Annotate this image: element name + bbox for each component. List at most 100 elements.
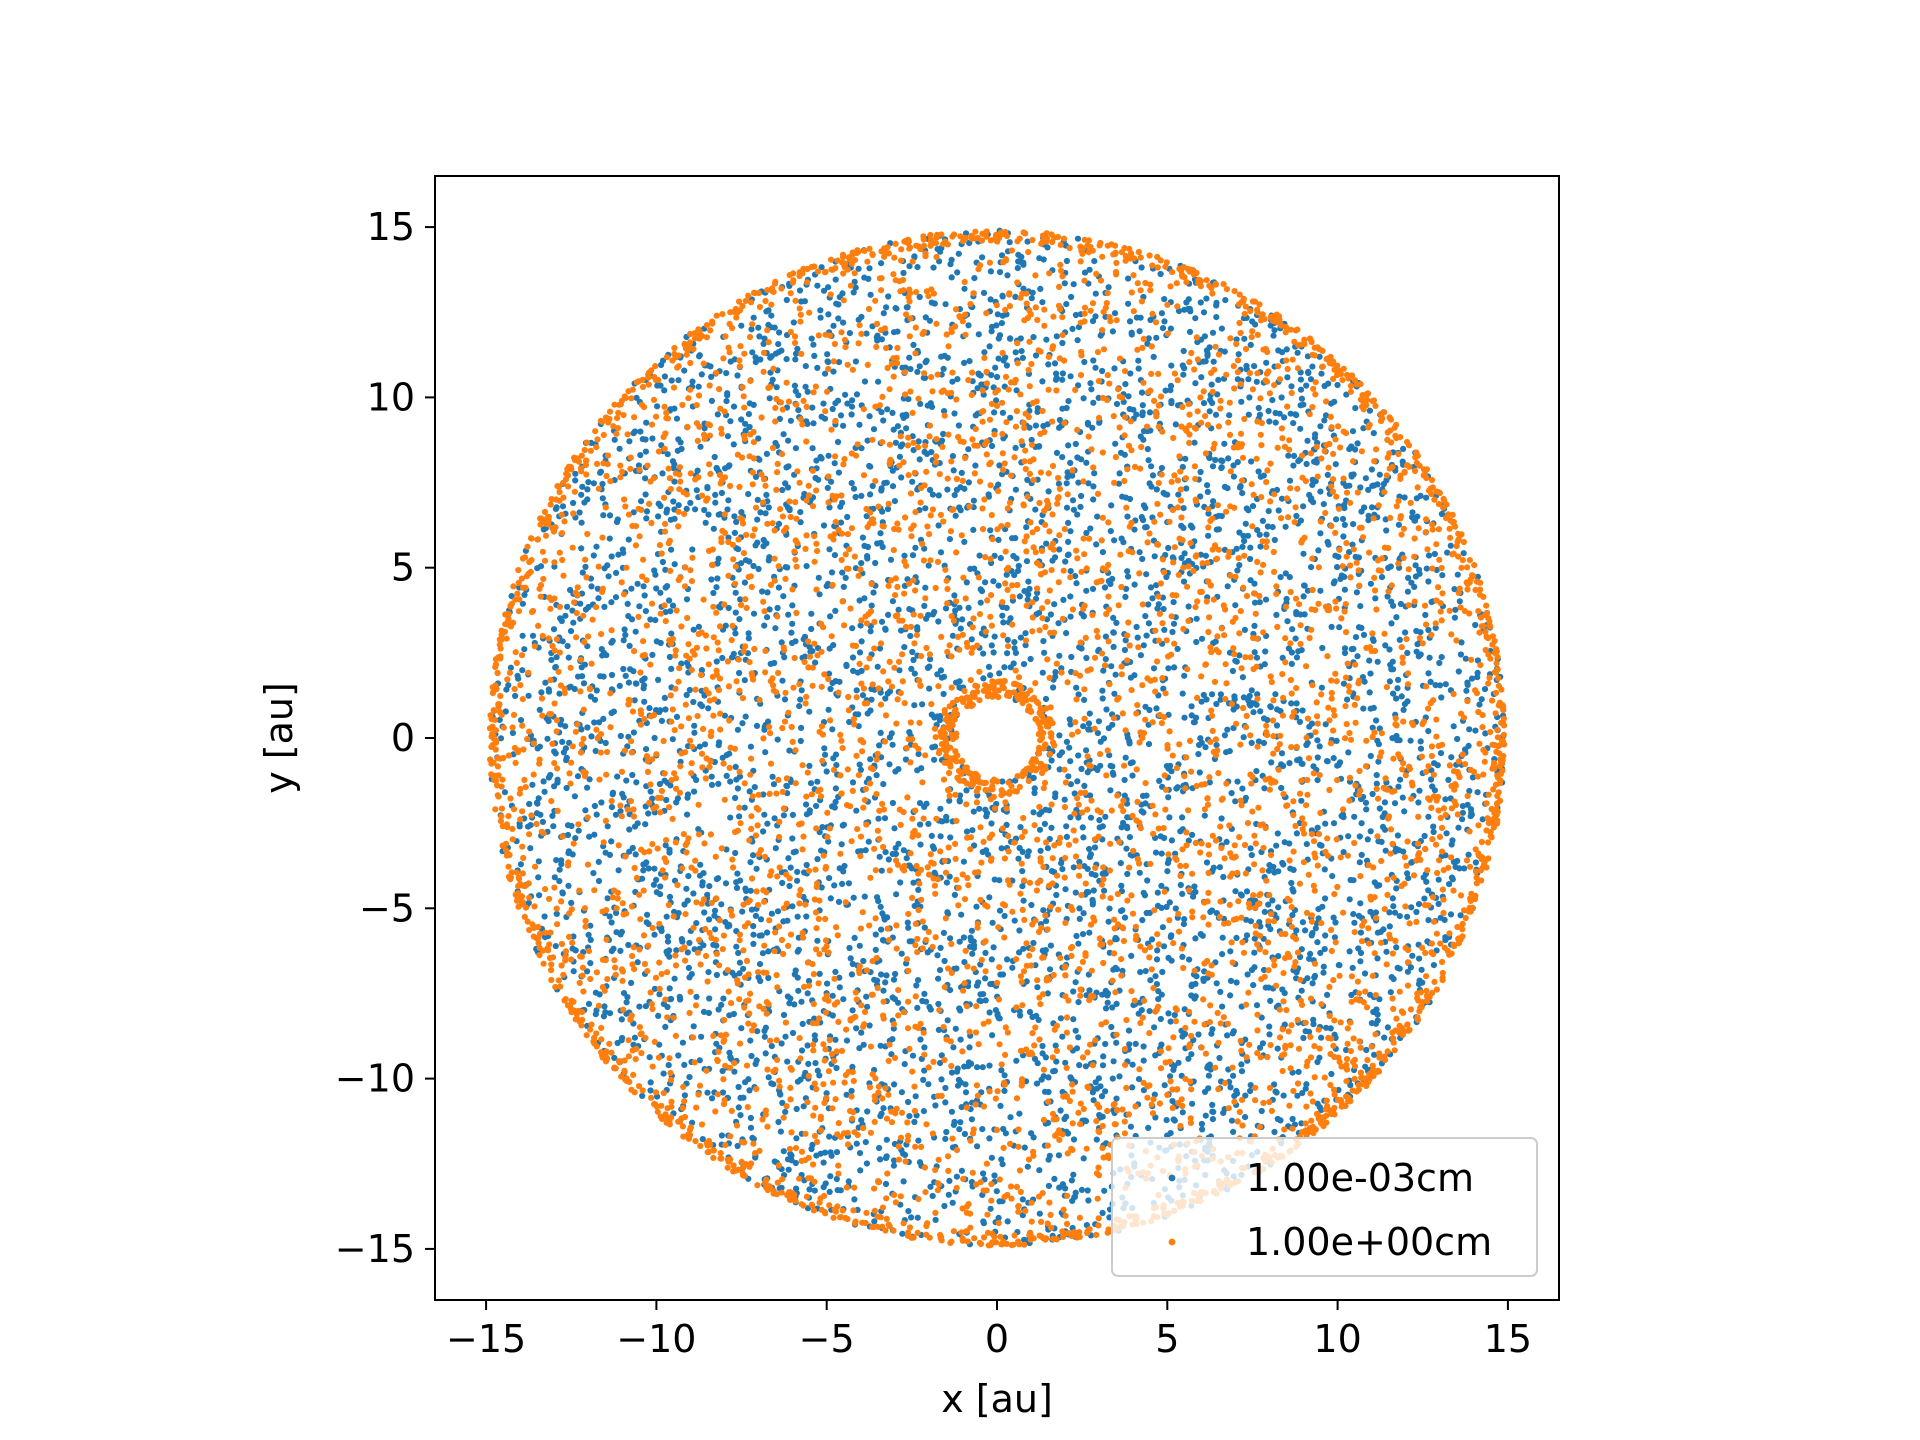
scatter-point	[1274, 830, 1281, 837]
scatter-point	[565, 654, 572, 661]
scatter-point	[1472, 859, 1479, 866]
scatter-point	[913, 982, 920, 989]
scatter-point	[606, 1010, 614, 1017]
scatter-point	[676, 993, 683, 1001]
scatter-point	[642, 821, 649, 828]
scatter-point	[608, 948, 615, 955]
scatter-point	[584, 486, 591, 493]
scatter-point	[850, 667, 857, 675]
scatter-point	[1306, 1028, 1313, 1035]
scatter-point	[1076, 1062, 1083, 1069]
scatter-point	[558, 861, 565, 868]
scatter-point	[624, 600, 631, 608]
scatter-point	[686, 1074, 693, 1081]
scatter-point	[602, 1009, 609, 1016]
scatter-point	[1060, 596, 1067, 604]
scatter-point	[1213, 302, 1220, 309]
scatter-point	[1310, 1016, 1317, 1023]
scatter-point	[871, 976, 878, 983]
scatter-point	[1016, 1110, 1023, 1117]
scatter-point	[1321, 417, 1328, 424]
scatter-point	[1154, 902, 1162, 910]
scatter-point	[1012, 349, 1019, 356]
scatter-point	[924, 402, 931, 409]
scatter-point	[1386, 678, 1393, 685]
scatter-point	[776, 415, 784, 422]
scatter-point	[867, 707, 874, 714]
scatter-point	[713, 584, 720, 591]
scatter-point	[1438, 654, 1445, 661]
scatter-point	[895, 766, 902, 773]
scatter-point	[1034, 984, 1041, 991]
scatter-point	[990, 649, 997, 656]
scatter-point	[1459, 803, 1466, 810]
scatter-point	[986, 343, 993, 350]
scatter-point	[1272, 691, 1279, 698]
scatter-point	[1202, 1112, 1209, 1119]
scatter-point	[1419, 979, 1426, 986]
scatter-point	[1432, 624, 1439, 632]
scatter-point	[788, 639, 796, 647]
scatter-point	[971, 942, 978, 949]
scatter-point	[948, 1108, 956, 1115]
scatter-point	[1196, 741, 1203, 749]
scatter-point	[997, 555, 1004, 562]
scatter-point	[1215, 526, 1222, 533]
scatter-point	[1200, 400, 1208, 407]
scatter-point	[1203, 859, 1211, 866]
scatter-point	[1238, 892, 1245, 899]
scatter-point	[996, 670, 1003, 677]
scatter-point	[1341, 505, 1348, 512]
scatter-point	[1261, 908, 1268, 916]
scatter-point	[601, 603, 608, 611]
scatter-point	[783, 782, 790, 789]
scatter-point	[626, 826, 633, 833]
scatter-point	[606, 535, 613, 542]
scatter-point	[1208, 691, 1216, 698]
scatter-point	[1084, 1187, 1091, 1194]
scatter-point	[1331, 578, 1338, 585]
scatter-point	[733, 943, 740, 950]
scatter-point	[1455, 824, 1462, 831]
scatter-point	[649, 435, 656, 442]
scatter-point	[938, 1052, 945, 1059]
scatter-point	[942, 1084, 949, 1092]
scatter-point	[1212, 456, 1219, 464]
scatter-point	[1083, 587, 1090, 594]
scatter-point	[937, 944, 944, 952]
scatter-point	[982, 997, 989, 1004]
scatter-point	[563, 784, 570, 792]
scatter-point	[1198, 698, 1205, 705]
scatter-point	[1032, 352, 1040, 359]
scatter-point	[1447, 911, 1455, 918]
scatter-point	[1435, 876, 1442, 883]
scatter-point	[612, 811, 620, 818]
scatter-point	[1355, 945, 1362, 952]
scatter-point	[877, 729, 884, 737]
scatter-point	[736, 669, 743, 677]
scatter-point	[1333, 737, 1340, 745]
scatter-point	[1070, 1016, 1077, 1023]
scatter-point	[1280, 1092, 1287, 1099]
scatter-point	[823, 1090, 830, 1097]
scatter-point	[1075, 479, 1082, 486]
scatter-point	[923, 998, 930, 1005]
scatter-point	[752, 359, 759, 366]
scatter-point	[762, 1050, 769, 1057]
scatter-point	[1075, 382, 1082, 389]
scatter-point	[1161, 834, 1168, 842]
scatter-point	[1322, 820, 1329, 827]
scatter-point	[1303, 1081, 1310, 1088]
scatter-point	[730, 1010, 738, 1018]
scatter-point	[1025, 578, 1032, 585]
scatter-point	[623, 777, 630, 784]
scatter-point	[812, 474, 819, 482]
scatter-point	[1217, 696, 1224, 703]
scatter-point	[614, 773, 621, 780]
scatter-point	[1325, 380, 1332, 387]
scatter-point	[1305, 368, 1312, 375]
scatter-point	[1288, 660, 1295, 668]
scatter-point	[742, 557, 750, 564]
scatter-point	[774, 908, 782, 915]
scatter-point	[724, 392, 731, 399]
